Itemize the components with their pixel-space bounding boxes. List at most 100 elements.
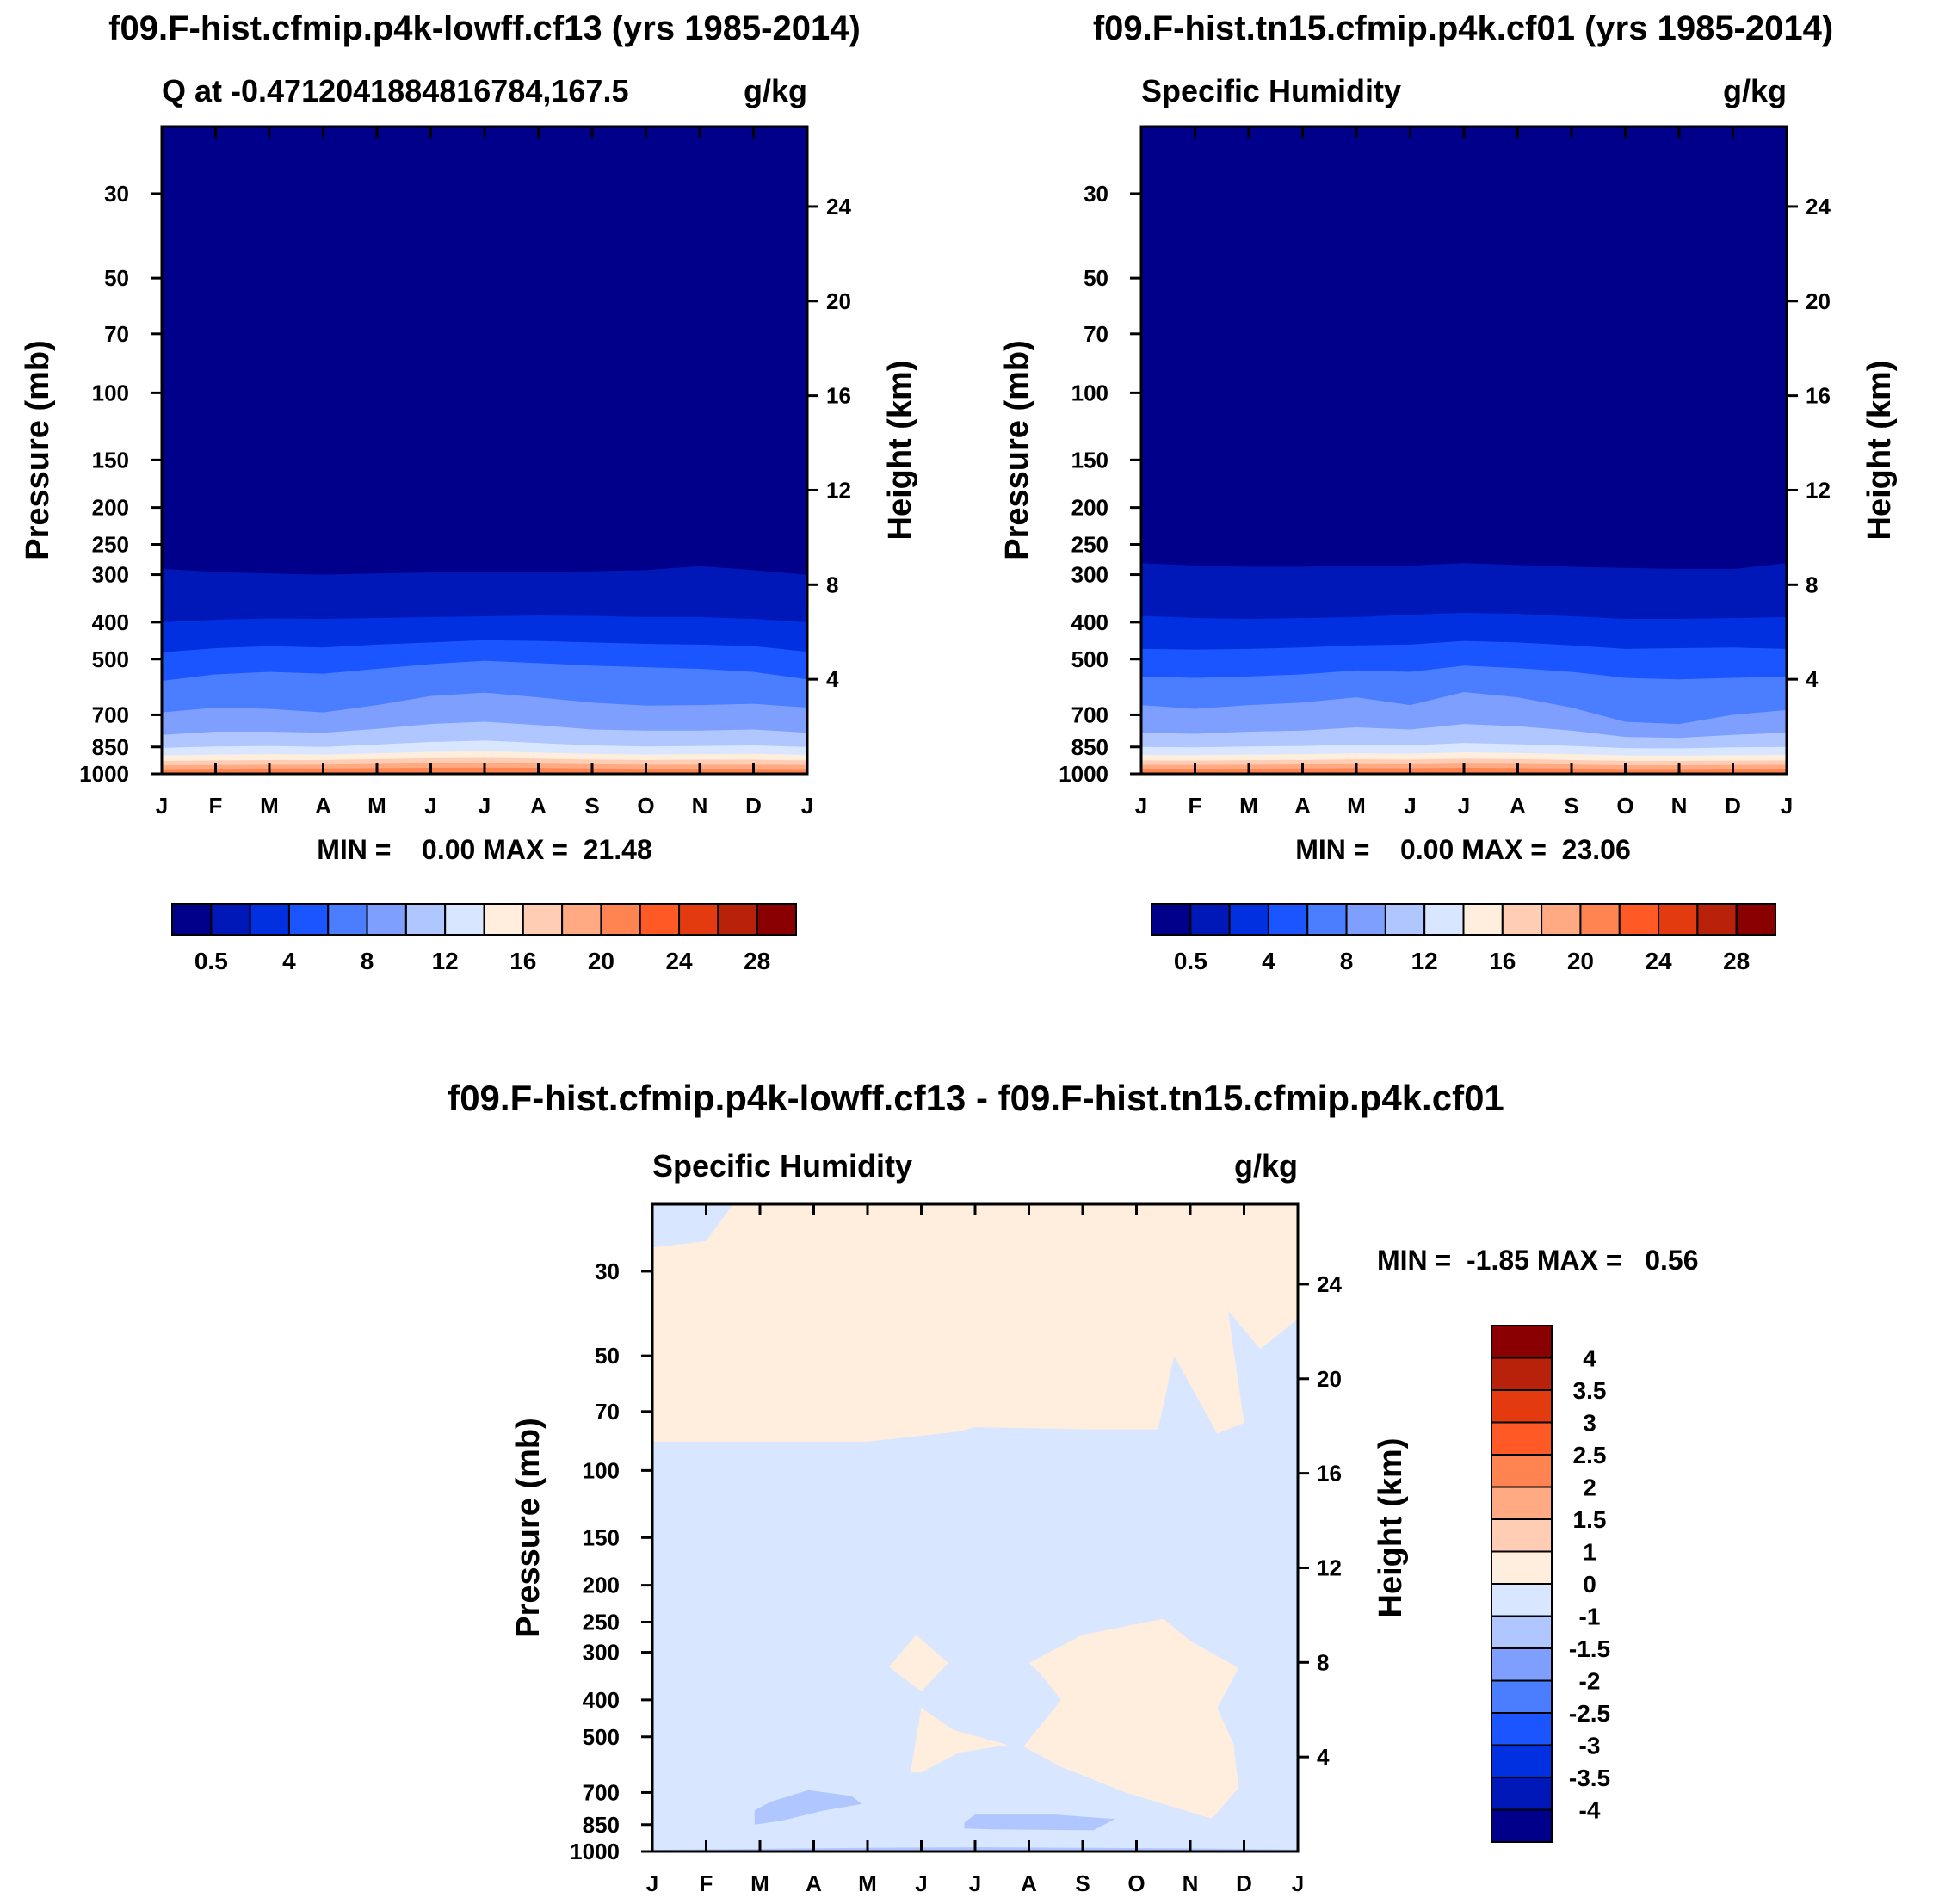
panel-2-min-max: MIN = 0.00 MAX = 23.06: [1295, 834, 1631, 865]
x-tick-label: O: [1616, 793, 1633, 819]
panel-2-y2-axis-label: Height (km): [1862, 361, 1898, 541]
region-4: [754, 1790, 862, 1825]
colorbar-label: 4: [1262, 948, 1275, 974]
panel-3-colorbar: -4 -3.5 -3 -2.5 -2 -1.5 -1 0 1 1.5 2 2.5 3 3.5 4: [1491, 1325, 1610, 1843]
y-tick-label: 50: [595, 1343, 620, 1369]
colorbar-label: 1: [1583, 1539, 1596, 1566]
y2-tick-label: 20: [826, 288, 851, 314]
panel-2-plot-area: [1141, 127, 1787, 774]
colorbar-label: -2.5: [1569, 1700, 1610, 1727]
colorbar-box: [522, 903, 564, 936]
colorbar-box: [404, 903, 447, 936]
y-tick-label: 300: [1071, 562, 1108, 588]
colorbar-box: [483, 903, 524, 936]
y2-tick-label: 12: [1806, 477, 1831, 503]
colorbar-label: 3: [1583, 1410, 1596, 1437]
colorbar-box: [1658, 903, 1699, 936]
colorbar-box: [1491, 1679, 1553, 1714]
colorbar-box: [1189, 903, 1231, 936]
x-tick-label: N: [1183, 1870, 1199, 1896]
x-tick-label: O: [1127, 1870, 1145, 1896]
region-5: [964, 1814, 1115, 1831]
colorbar-label: -4: [1579, 1797, 1601, 1824]
x-tick-label: M: [1239, 793, 1258, 819]
x-tick-label: J: [1292, 1870, 1304, 1896]
colorbar-box: [1579, 903, 1621, 936]
x-tick-label: F: [700, 1870, 713, 1896]
x-tick-label: J: [156, 793, 168, 819]
colorbar-box: [287, 903, 330, 936]
colorbar-label: 16: [509, 948, 536, 974]
colorbar-label: -1.5: [1569, 1635, 1610, 1662]
colorbar-box: [1696, 903, 1738, 936]
colorbar-box: [210, 903, 251, 936]
panel-3-axes: J F M A M J J A S O N D J 30 50 70 100 150 200 250 300 400 500…: [570, 1204, 1342, 1896]
x-tick-label: D: [1725, 793, 1741, 819]
y-tick-label: 30: [1084, 181, 1108, 207]
x-tick-label: A: [1510, 793, 1526, 819]
panel-1-subtitle-left: Q at -0.4712041884816784,167.5: [162, 73, 628, 108]
panel-2: f09.F-hist.tn15.cfmip.p4k.cf01 (yrs 1985…: [999, 9, 1898, 974]
colorbar-label: 0: [1583, 1571, 1596, 1598]
colorbar-box: [1151, 903, 1192, 936]
y-tick-label: 850: [1071, 734, 1108, 760]
colorbar-box: [1491, 1777, 1553, 1811]
y2-tick-label: 4: [1317, 1744, 1330, 1770]
y-tick-label: 70: [595, 1399, 620, 1425]
colorbar-box: [1491, 1647, 1553, 1682]
y-tick-label: 250: [583, 1610, 620, 1635]
y2-tick-label: 20: [1317, 1366, 1342, 1392]
y2-tick-label: 16: [826, 383, 851, 409]
region-1: [889, 1635, 948, 1691]
colorbar-box: [561, 903, 602, 936]
colorbar-box: [1228, 903, 1269, 936]
x-tick-label: F: [209, 793, 223, 819]
colorbar-label: 0.5: [1174, 948, 1207, 974]
panel-3-subtitle-right: g/kg: [1234, 1148, 1298, 1184]
colorbar-label: 24: [1645, 948, 1672, 974]
panel-1-plot-area: [162, 127, 807, 774]
y2-tick-label: 12: [1317, 1555, 1342, 1580]
panel-1-subtitle-right: g/kg: [744, 73, 807, 108]
y-tick-label: 400: [1071, 609, 1108, 635]
colorbar-label: 4: [282, 948, 296, 974]
x-tick-label: D: [1236, 1870, 1252, 1896]
x-tick-label: O: [637, 793, 654, 819]
colorbar-label: 2: [1583, 1474, 1596, 1501]
y-tick-label: 500: [92, 646, 129, 672]
colorbar-label: 20: [1567, 948, 1594, 974]
panel-1-min-max: MIN = 0.00 MAX = 21.48: [317, 834, 652, 865]
y-tick-label: 500: [583, 1724, 620, 1750]
x-tick-label: A: [530, 793, 547, 819]
x-tick-label: D: [745, 793, 762, 819]
colorbar-label: 12: [432, 948, 459, 974]
colorbar-label: 28: [1723, 948, 1750, 974]
x-tick-label: A: [1021, 1870, 1037, 1896]
colorbar-box: [639, 903, 681, 936]
panel-3-plot-area: [652, 1204, 1298, 1851]
colorbar-label: -3.5: [1569, 1765, 1610, 1791]
colorbar-label: 28: [744, 948, 770, 974]
panel-3: f09.F-hist.cfmip.p4k-lowff.cf13 - f09.F-…: [448, 1078, 1698, 1896]
colorbar-box: [444, 903, 485, 936]
region-3: [1023, 1618, 1239, 1819]
x-tick-label: S: [1075, 1870, 1090, 1896]
region-0: [652, 1204, 1298, 1442]
x-tick-label: S: [1564, 793, 1578, 819]
colorbar-label: -3: [1579, 1733, 1601, 1759]
x-tick-label: J: [1135, 793, 1147, 819]
colorbar-box: [1491, 1808, 1553, 1843]
y-tick-label: 400: [583, 1687, 620, 1713]
colorbar-box: [1491, 1357, 1553, 1391]
x-tick-label: J: [915, 1870, 927, 1896]
y-tick-label: 700: [1071, 702, 1108, 727]
colorbar-box: [366, 903, 407, 936]
panel-2-y-axis-label: Pressure (mb): [999, 340, 1035, 560]
y-tick-label: 850: [583, 1812, 620, 1838]
colorbar-label: 0.5: [195, 948, 228, 974]
x-tick-label: A: [806, 1870, 822, 1896]
colorbar-box: [327, 903, 368, 936]
colorbar-box: [678, 903, 719, 936]
colorbar-box: [1491, 1486, 1553, 1520]
